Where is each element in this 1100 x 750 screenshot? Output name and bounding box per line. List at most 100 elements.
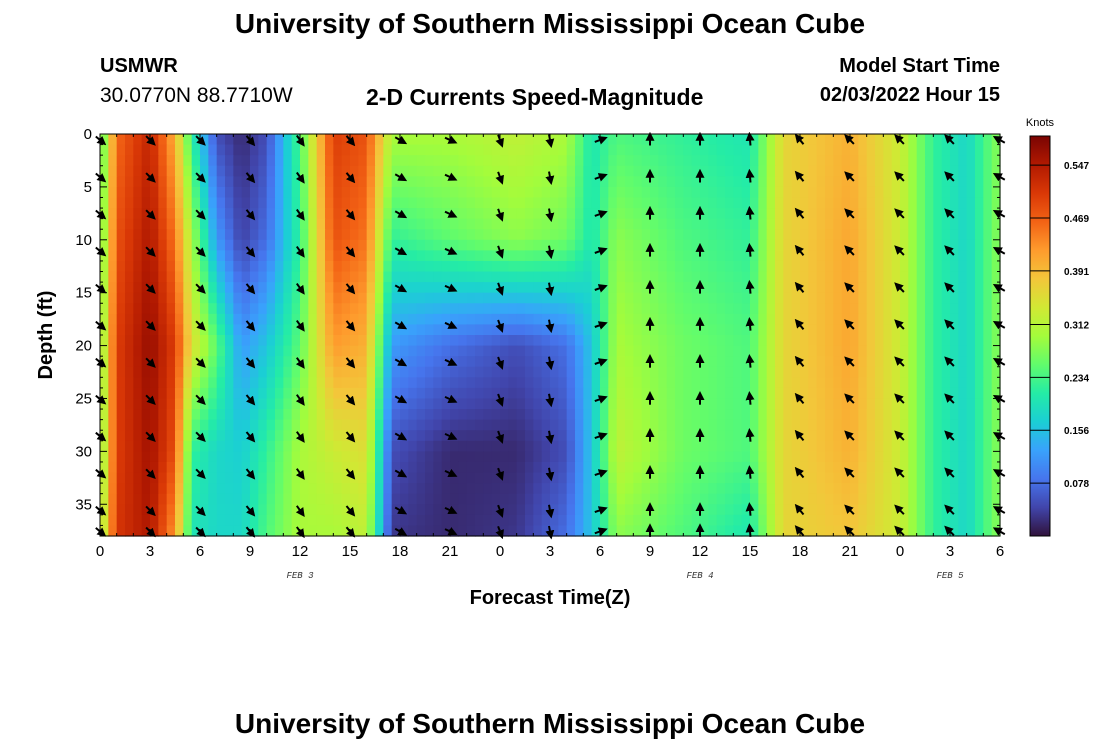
current-arrow: [844, 467, 855, 478]
heat-cell: [116, 282, 126, 294]
heat-cell: [108, 419, 118, 431]
heat-cell: [708, 345, 718, 357]
heat-cell: [500, 366, 509, 378]
heat-cell: [250, 134, 259, 146]
heat-cell: [975, 472, 984, 484]
heat-cell: [800, 176, 809, 188]
current-arrow: [495, 208, 504, 222]
heat-cell: [483, 134, 493, 146]
heat-cell: [350, 260, 359, 273]
heat-cell: [283, 366, 293, 378]
heat-cell: [866, 451, 876, 463]
current-arrow: [295, 505, 305, 518]
heat-cell: [683, 144, 693, 156]
heat-cell: [491, 409, 501, 421]
heat-cell: [525, 271, 534, 283]
heat-cell: [408, 366, 418, 378]
heat-cell: [308, 387, 318, 400]
heat-cell: [391, 356, 401, 368]
heat-cell: [475, 525, 484, 537]
heat-cell: [775, 483, 784, 495]
current-arrow: [444, 320, 458, 329]
heat-cell: [208, 430, 218, 442]
heat-cell: [858, 504, 868, 516]
current-arrow: [594, 469, 608, 478]
heat-cell: [408, 324, 418, 336]
heat-cell: [725, 250, 734, 262]
heat-cell: [166, 250, 176, 262]
heat-cell: [683, 451, 693, 463]
heat-cell: [741, 271, 751, 283]
heat-cell: [275, 461, 284, 474]
heat-cell: [183, 387, 193, 400]
heat-cell: [416, 525, 426, 537]
heat-cell: [908, 440, 918, 452]
heat-cell: [391, 493, 401, 505]
heat-cell: [350, 271, 359, 283]
heat-cell: [850, 461, 859, 474]
heat-cell: [291, 186, 301, 199]
heat-cell: [850, 345, 859, 357]
heat-cell: [408, 461, 418, 474]
heat-cell: [625, 176, 634, 188]
heat-cell: [650, 144, 659, 156]
heat-cell: [875, 218, 884, 230]
heat-cell: [750, 176, 759, 188]
heat-cell: [266, 472, 276, 484]
heat-cell: [216, 504, 226, 516]
heat-cell: [133, 525, 143, 537]
y-tick-label: 20: [75, 338, 92, 355]
heat-cell: [458, 377, 468, 389]
heat-cell: [575, 186, 584, 199]
heat-cell: [858, 313, 868, 326]
heat-cell: [650, 483, 659, 495]
heat-cell: [425, 461, 434, 474]
current-arrow: [295, 431, 305, 443]
heat-cell: [325, 165, 334, 177]
heat-cell: [708, 271, 718, 283]
heat-cell: [708, 229, 718, 241]
heat-cell: [566, 525, 576, 537]
heat-cell: [350, 186, 359, 199]
heat-cell: [883, 356, 893, 368]
heat-cell: [383, 282, 393, 294]
heat-cell: [875, 493, 884, 505]
current-arrow: [195, 468, 206, 480]
heat-cell: [916, 271, 926, 283]
heat-cell: [116, 525, 126, 537]
heat-cell: [516, 345, 526, 357]
heat-cell: [550, 271, 559, 283]
heat-cell: [150, 229, 159, 241]
heat-cell: [833, 250, 843, 262]
heat-cell: [350, 165, 359, 177]
heat-cell: [666, 165, 676, 177]
heat-cell: [450, 186, 459, 199]
heat-cell: [983, 155, 993, 167]
heat-cell: [200, 483, 209, 495]
heat-cell: [808, 282, 818, 294]
heat-cell: [508, 440, 518, 452]
heat-cell: [700, 218, 709, 230]
heat-cell: [416, 229, 426, 241]
heat-cell: [275, 451, 284, 463]
heat-cell: [150, 409, 159, 421]
heat-cell: [316, 176, 326, 188]
heat-cell: [758, 472, 768, 484]
heat-cell: [900, 472, 909, 484]
heat-cell: [325, 186, 334, 199]
heat-cell: [516, 335, 526, 347]
heat-cell: [200, 292, 209, 304]
heat-cell: [725, 324, 734, 336]
heat-cell: [116, 229, 126, 241]
heat-cell: [516, 218, 526, 230]
heat-cell: [333, 377, 343, 389]
heat-cell: [600, 387, 609, 400]
heat-cell: [733, 197, 743, 209]
heat-cell: [675, 186, 684, 199]
heat-cell: [758, 377, 768, 389]
heat-cell: [450, 398, 459, 410]
heat-cell: [900, 461, 909, 474]
heat-cell: [566, 461, 576, 474]
current-arrow: [844, 208, 855, 219]
heat-cell: [283, 409, 293, 421]
